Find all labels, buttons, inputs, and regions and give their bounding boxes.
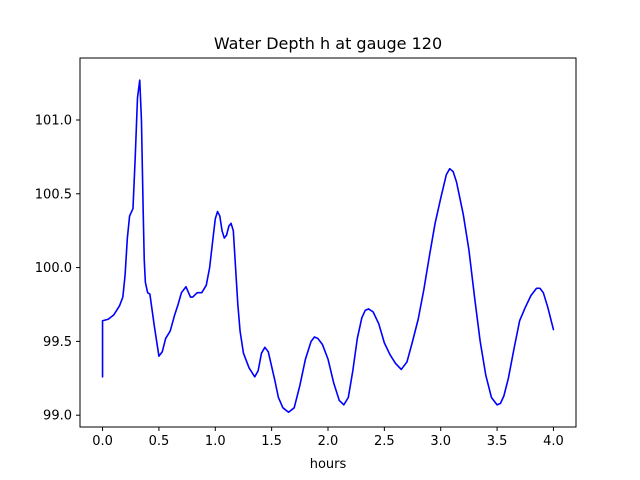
series-line-0 bbox=[101, 79, 555, 414]
x-tick-label-7: 3.5 bbox=[487, 434, 508, 449]
x-tick-label-1: 0.5 bbox=[149, 434, 170, 449]
x-axis-label: hours bbox=[310, 457, 347, 472]
x-tick-label-5: 2.5 bbox=[374, 434, 395, 449]
y-tick-label-0: 99.0 bbox=[43, 409, 72, 424]
x-tick-label-4: 2.0 bbox=[318, 434, 339, 449]
y-tick-label-2: 100.0 bbox=[35, 261, 72, 276]
x-tick-label-6: 3.0 bbox=[430, 434, 451, 449]
x-tick-label-8: 4.0 bbox=[543, 434, 564, 449]
plot-area: 0.0 0.5 1.0 1.5 2.0 2.5 3.0 3.5 4.0 99.0 99.5 100.0… bbox=[35, 57, 577, 449]
y-tick-label-3: 100.5 bbox=[35, 187, 72, 202]
x-tick-label-0: 0.0 bbox=[92, 434, 113, 449]
chart-title: Water Depth h at gauge 120 bbox=[214, 34, 442, 53]
x-tick-label-3: 1.5 bbox=[261, 434, 282, 449]
y-tick-label-1: 99.5 bbox=[43, 335, 72, 350]
y-tick-label-4: 101.0 bbox=[35, 113, 72, 128]
x-tick-label-2: 1.0 bbox=[205, 434, 226, 449]
